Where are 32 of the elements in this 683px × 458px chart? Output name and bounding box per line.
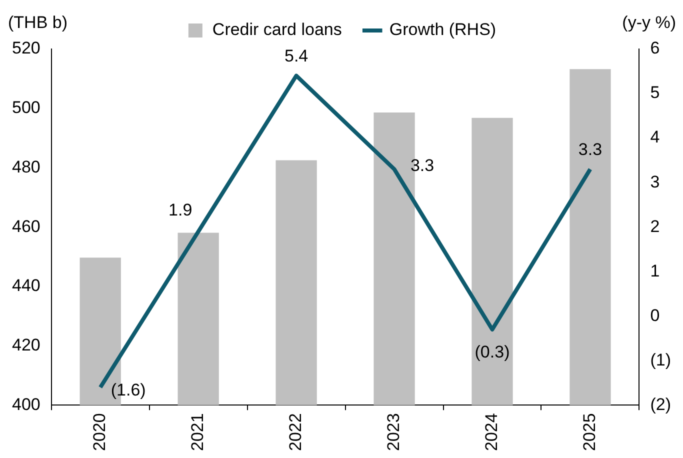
y-tick-label: 500	[12, 98, 40, 118]
y2-tick-label: (2)	[650, 394, 672, 414]
legend-label: Credir card loans	[212, 20, 342, 40]
y2-axis-title: (y-y %)	[622, 13, 676, 32]
y-tick-label: 520	[12, 38, 40, 58]
data-label: 3.3	[410, 156, 434, 176]
y-axis-title: (THB b)	[8, 13, 68, 32]
y2-tick-label: 6	[650, 38, 660, 58]
y2-tick-label: 0	[650, 306, 660, 325]
x-tick-label: 2021	[188, 413, 208, 452]
y-tick-label: 480	[12, 157, 40, 176]
y2-tick-label: 5	[650, 83, 660, 102]
data-label: 1.9	[168, 200, 192, 220]
y-tick-label: 440	[12, 276, 40, 296]
y2-tick-label: 1	[650, 261, 660, 280]
data-label: 3.3	[578, 140, 602, 160]
y2-tick-label: (1)	[650, 350, 672, 370]
x-tick-label: 2025	[580, 413, 599, 452]
x-tick-label: 2022	[286, 413, 305, 452]
y2-tick-label: 4	[650, 128, 660, 147]
y2-tick-label: 2	[650, 216, 660, 236]
x-tick-label: 2023	[384, 413, 403, 452]
x-tick-label: 2024	[482, 413, 501, 452]
data-label: (1.6)	[110, 380, 146, 400]
legend-label: Growth (RHS)	[389, 20, 496, 40]
data-label: (0.3)	[474, 342, 510, 362]
y-tick-label: 420	[12, 336, 40, 355]
x-tick-label: 2020	[90, 413, 110, 452]
data-label: 5.4	[284, 46, 308, 66]
y-tick-label: 400	[12, 394, 40, 414]
y-tick-label: 460	[12, 216, 40, 236]
y2-tick-label: 3	[650, 172, 660, 192]
